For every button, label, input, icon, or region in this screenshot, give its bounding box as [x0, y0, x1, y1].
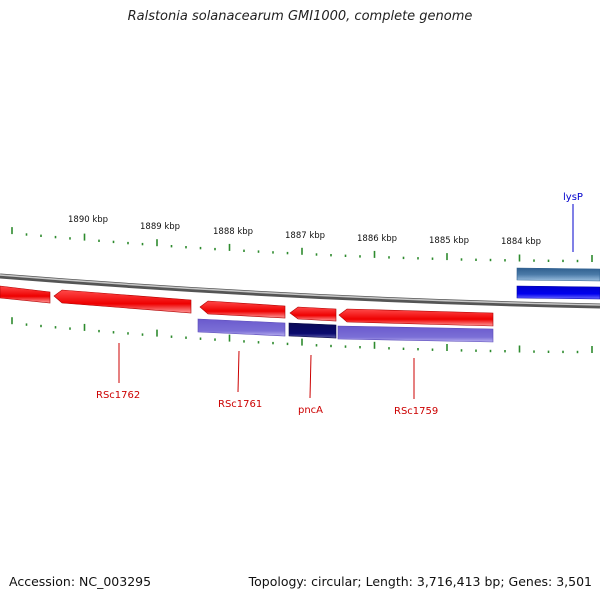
page-title: Ralstonia solanacearum GMI1000, complete… [127, 9, 473, 24]
cds-features [197, 318, 494, 343]
leader-pncA [309, 354, 312, 399]
accession-text: Accession: NC_003295 [9, 574, 152, 589]
cds-RSc1759[interactable] [337, 325, 494, 343]
scale-label-1885: 1885 kbp [429, 236, 469, 246]
label-lysP: lysP [563, 192, 583, 203]
outer-blue-gene[interactable] [516, 285, 600, 300]
gene-labels: RSc1762 RSc1761 pncA RSc1759 lysP [96, 192, 583, 417]
label-RSc1762: RSc1762 [96, 390, 140, 401]
gene-arrow-pncA[interactable] [289, 306, 337, 322]
gene-arrow-RSc1759[interactable] [338, 308, 494, 327]
scale-label-1890: 1890 kbp [68, 215, 108, 225]
genome-backbone [0, 273, 600, 309]
leader-RSc1761 [237, 350, 240, 393]
gene-arrow-RSc1762[interactable] [53, 289, 192, 314]
cds-pncA[interactable] [288, 322, 337, 339]
scale-labels: 1890 kbp 1889 kbp 1888 kbp 1887 kbp 1886… [68, 215, 541, 247]
forward-genes [0, 285, 494, 327]
label-RSc1761: RSc1761 [218, 399, 262, 410]
lysP-gene[interactable] [516, 267, 600, 282]
scale-label-1886: 1886 kbp [357, 234, 397, 244]
scale-label-1884: 1884 kbp [501, 237, 541, 247]
genome-backbone-highlight [0, 274, 600, 306]
scale-label-1887: 1887 kbp [285, 231, 325, 241]
genome-summary-text: Topology: circular; Length: 3,716,413 bp… [248, 574, 592, 589]
gene-arrow-RSc1761[interactable] [199, 300, 286, 319]
scale-ticks-outer [11, 227, 593, 263]
gene-arrow-left[interactable] [0, 285, 51, 304]
scale-label-1888: 1888 kbp [213, 227, 253, 237]
label-leaders [118, 204, 574, 399]
label-pncA: pncA [298, 405, 323, 416]
outer-features [516, 267, 600, 300]
cds-RSc1761[interactable] [197, 318, 286, 337]
scale-label-1889: 1889 kbp [140, 222, 180, 232]
label-RSc1759: RSc1759 [394, 406, 438, 417]
scale-ticks-inner [11, 317, 593, 354]
